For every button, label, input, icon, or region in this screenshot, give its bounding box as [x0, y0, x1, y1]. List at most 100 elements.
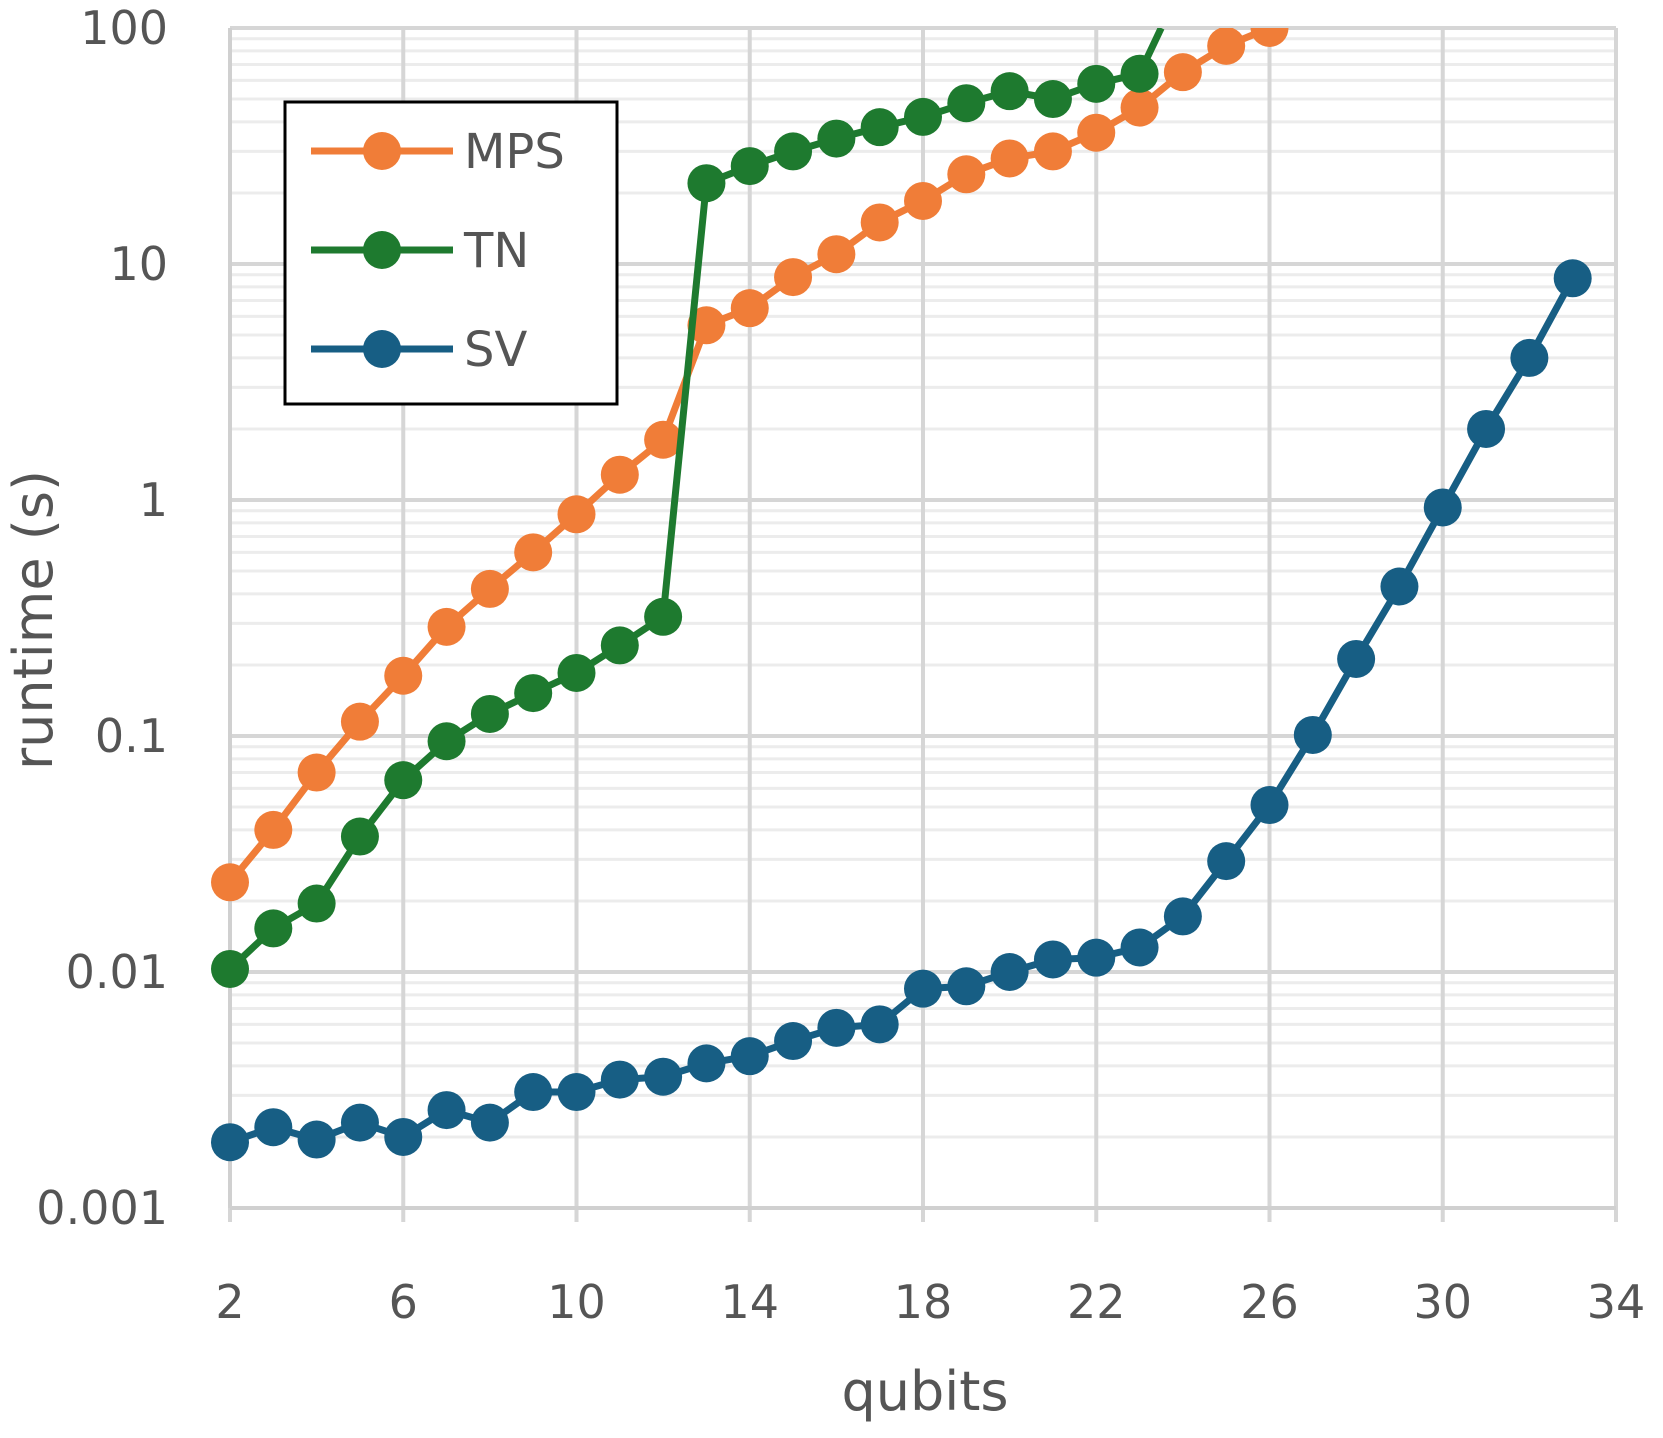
- data-point-sv: [470, 1103, 509, 1142]
- data-point-mps: [470, 569, 509, 608]
- x-axis-title: qubits: [841, 1360, 1008, 1423]
- legend-item-mps: MPS: [311, 124, 565, 180]
- legend: MPS TN SV: [283, 100, 619, 406]
- data-point-sv: [947, 967, 986, 1006]
- data-point-tn: [990, 72, 1029, 111]
- data-point-mps: [990, 139, 1029, 178]
- series-sv: [211, 259, 1592, 1162]
- data-point-mps: [600, 455, 639, 494]
- data-point-sv: [1510, 338, 1549, 377]
- data-point-sv: [1467, 409, 1506, 448]
- data-point-mps: [211, 863, 249, 902]
- data-point-sv: [384, 1117, 423, 1156]
- data-point-tn: [1033, 80, 1072, 119]
- data-point-tn: [687, 164, 726, 203]
- data-point-sv: [557, 1073, 596, 1112]
- data-point-sv: [211, 1123, 249, 1162]
- series-tn: [211, 28, 1165, 988]
- data-point-mps: [687, 306, 726, 345]
- legend-items: MPS TN SV: [311, 124, 565, 378]
- x-tick-label: 10: [547, 1275, 606, 1329]
- data-point-tn: [514, 674, 553, 713]
- data-point-sv: [990, 953, 1029, 991]
- data-point-tn: [730, 147, 769, 186]
- data-point-mps: [297, 753, 336, 792]
- data-point-mps: [774, 258, 813, 297]
- x-tick-label: 30: [1413, 1275, 1472, 1329]
- data-point-tn: [904, 97, 942, 136]
- data-point-sv: [427, 1091, 466, 1130]
- data-point-tn: [557, 653, 596, 692]
- data-point-sv: [817, 1008, 856, 1047]
- data-point-tn: [947, 84, 986, 123]
- data-point-tn: [211, 949, 249, 988]
- legend-label-mps: MPS: [464, 124, 565, 180]
- data-point-sv: [1380, 567, 1419, 606]
- y-tick-label: 1: [139, 473, 168, 527]
- data-point-sv: [514, 1073, 553, 1112]
- x-tick-label: 22: [1067, 1275, 1126, 1329]
- x-tick-label: 14: [720, 1275, 779, 1329]
- data-point-sv: [730, 1037, 769, 1076]
- data-point-mps: [1163, 53, 1202, 92]
- data-point-sv: [1250, 786, 1289, 825]
- y-tick-label: 0.1: [95, 709, 168, 763]
- x-tick-label: 6: [389, 1275, 418, 1329]
- data-point-mps: [730, 289, 769, 328]
- data-point-tn: [427, 722, 466, 761]
- data-point-tn: [254, 909, 293, 948]
- data-point-mps: [644, 420, 683, 459]
- data-point-mps: [340, 702, 379, 741]
- legend-marker-sv: [363, 330, 401, 368]
- series-line-sv: [228, 276, 1576, 1146]
- data-point-tn: [774, 132, 813, 171]
- data-point-tn: [297, 884, 336, 923]
- x-tick-labels: 2 6 10 14 18 22 26 30 34: [215, 1275, 1645, 1329]
- x-tick-label: 26: [1240, 1275, 1299, 1329]
- y-tick-labels: 0.001 0.01 0.1 1 10 100: [36, 1, 168, 1235]
- data-point-tn: [384, 761, 423, 800]
- legend-marker-tn: [363, 231, 401, 269]
- y-tick-label: 0.01: [66, 945, 168, 999]
- x-tick-label: 34: [1587, 1275, 1646, 1329]
- data-point-sv: [687, 1044, 726, 1083]
- x-tick-label: 2: [215, 1275, 244, 1329]
- data-point-mps: [1207, 28, 1246, 65]
- data-point-mps: [557, 495, 596, 534]
- data-point-sv: [600, 1060, 639, 1099]
- data-point-sv: [1077, 938, 1116, 977]
- legend-marker-mps: [363, 132, 401, 170]
- data-point-sv: [1293, 715, 1332, 754]
- data-point-mps: [860, 203, 899, 242]
- series-group: [211, 28, 1592, 1162]
- data-point-sv: [1337, 639, 1376, 678]
- data-point-sv: [644, 1057, 683, 1096]
- data-point-sv: [340, 1103, 379, 1142]
- data-point-sv: [1553, 259, 1592, 298]
- data-point-tn: [470, 694, 509, 733]
- data-point-mps: [254, 810, 293, 849]
- data-point-mps: [947, 155, 986, 194]
- legend-item-tn: TN: [311, 223, 529, 279]
- data-point-mps: [384, 656, 423, 695]
- legend-label-tn: TN: [463, 223, 529, 279]
- data-point-sv: [297, 1120, 336, 1159]
- data-point-sv: [1033, 940, 1072, 979]
- data-point-mps: [1033, 132, 1072, 171]
- series-mps: [211, 28, 1289, 902]
- data-point-tn: [600, 626, 639, 665]
- data-point-tn: [860, 108, 899, 147]
- data-point-tn: [1120, 54, 1159, 93]
- data-point-sv: [254, 1108, 293, 1147]
- data-point-mps: [427, 607, 466, 646]
- data-point-tn: [1077, 64, 1116, 103]
- data-point-tn: [340, 817, 379, 856]
- data-point-mps: [904, 181, 942, 220]
- axes: [228, 28, 1616, 1210]
- x-tick-label: 18: [894, 1275, 953, 1329]
- data-point-sv: [1120, 928, 1159, 967]
- data-point-mps: [1250, 28, 1289, 47]
- data-point-mps: [514, 533, 553, 572]
- data-point-sv: [1163, 897, 1202, 936]
